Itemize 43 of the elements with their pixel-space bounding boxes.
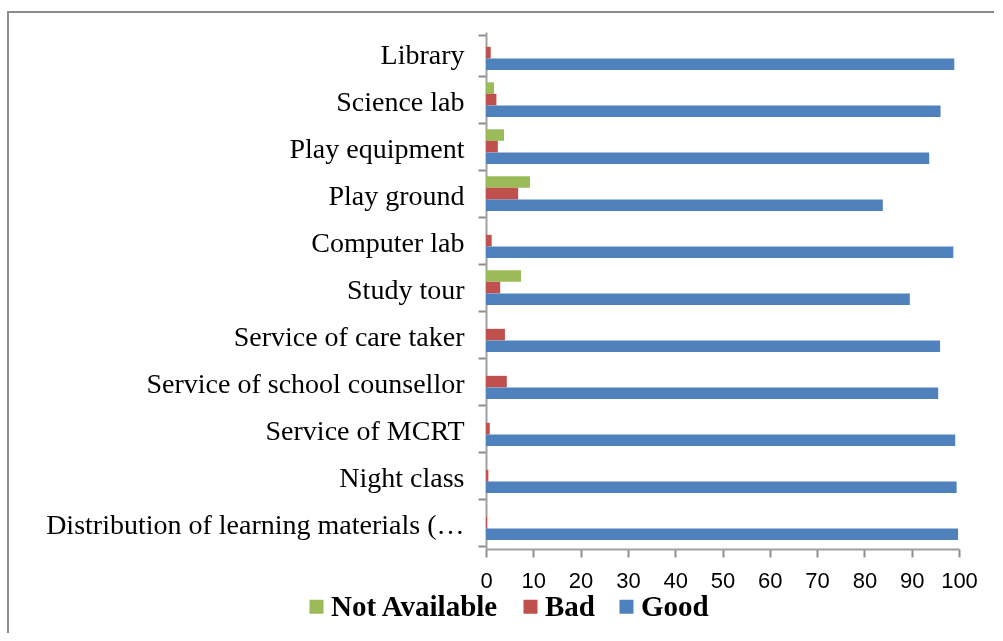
y-tick-label: Service of care taker [233,321,466,352]
bar [486,293,910,305]
bar [486,129,504,141]
bar [486,328,505,341]
bar [486,375,507,388]
bar [486,105,941,117]
bar [486,58,955,70]
y-tick-label: Play equipment [289,133,465,164]
y-tick-label: Play ground [328,180,465,211]
bar [486,176,530,188]
bar [486,281,501,294]
y-tick-label: Night class [339,462,465,493]
x-tick-label: 10 [521,567,547,593]
x-tick-label: 70 [805,567,830,593]
y-tick-label: Service of school counsellor [146,368,466,399]
bar [486,140,498,153]
bar [486,528,959,540]
bar [486,93,497,106]
bar [486,82,495,94]
y-tick-label: Science lab [336,86,465,117]
x-tick-label: 60 [758,567,783,593]
x-tick-label: 80 [852,567,878,593]
bar [486,340,941,352]
y-tick-label: Library [380,39,465,70]
bar [486,187,519,200]
bar [486,481,957,493]
bar [486,199,883,211]
y-tick-label: Computer lab [311,227,465,258]
x-tick-label: 90 [899,567,925,593]
bar [486,234,492,247]
x-tick-label: 30 [616,567,641,593]
bar [486,246,954,258]
bar [486,387,939,399]
bar [486,270,521,282]
y-tick-label: Service of MCRT [265,415,465,446]
bar [486,422,490,435]
y-tick-label: Study tour [347,274,466,305]
bar [486,152,930,164]
y-tick-label: Distribution of learning materials (… [46,509,465,540]
x-tick-label: 50 [710,567,736,593]
x-tick-label: 100 [941,567,978,593]
bar [486,434,956,446]
bar [486,46,491,59]
